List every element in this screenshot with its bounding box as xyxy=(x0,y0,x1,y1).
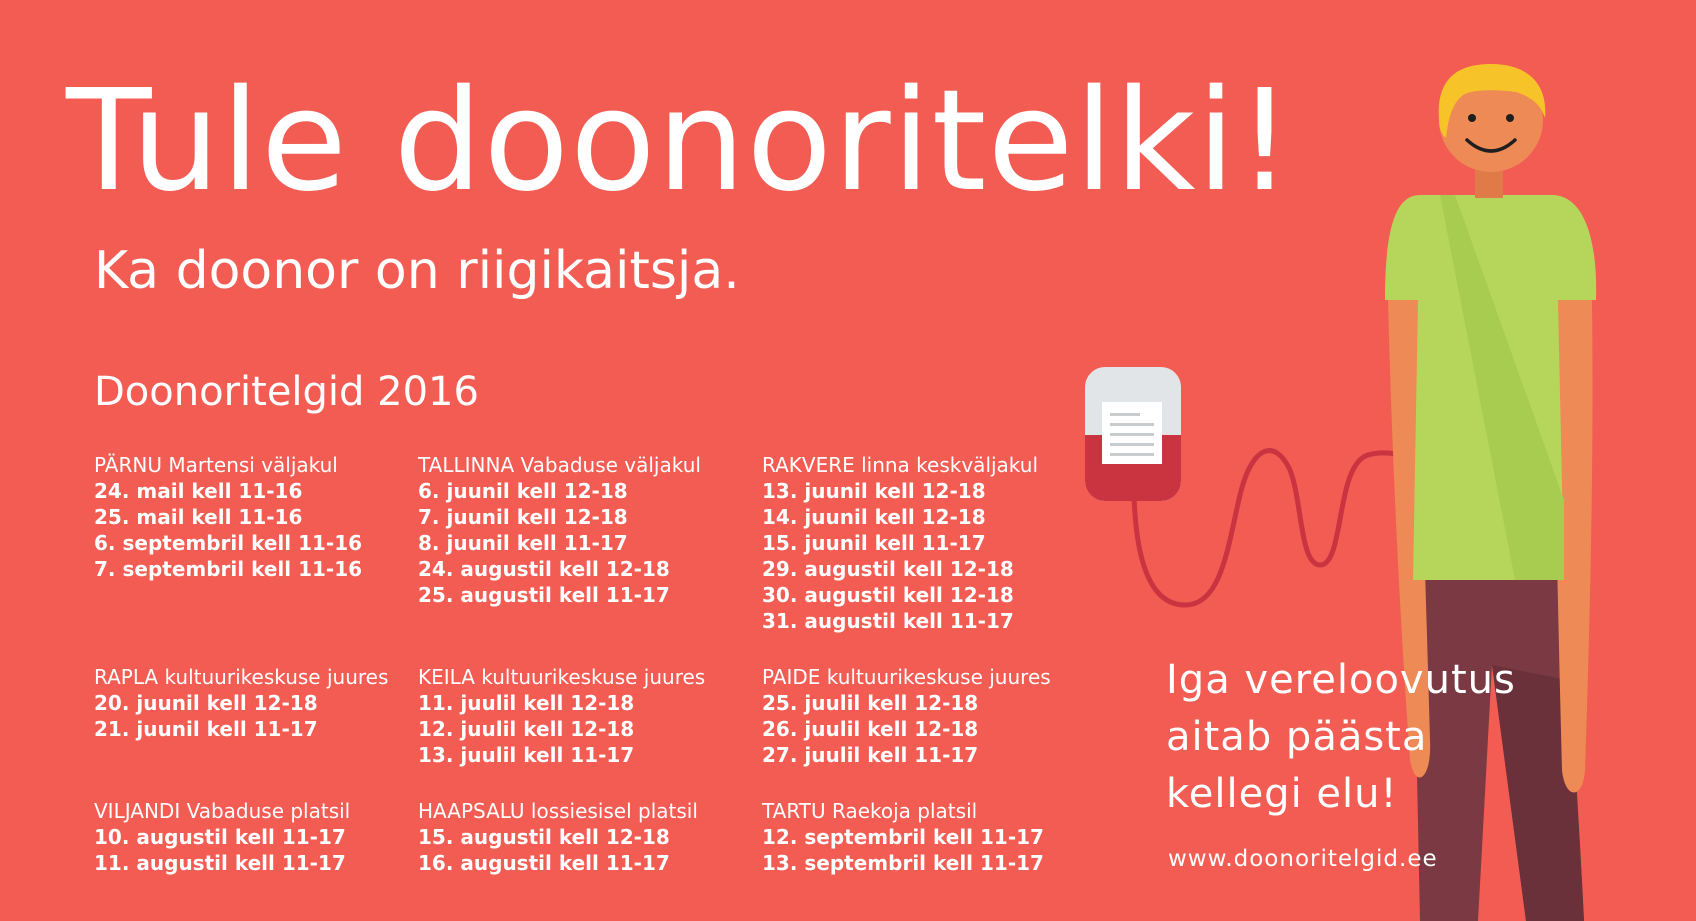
headline: Tule doonoritelki! xyxy=(66,60,1294,223)
event-dates: 24. mail kell 11-16 25. mail kell 11-16 … xyxy=(94,478,414,582)
event-dates: 25. juulil kell 12-18 26. juulil kell 12… xyxy=(762,690,1082,768)
event-place: PAIDE kultuurikeskuse juures xyxy=(762,665,1051,689)
head xyxy=(1439,68,1543,172)
event-place: TARTU Raekoja platsil xyxy=(762,799,978,823)
event-date: 14. juunil kell 12-18 xyxy=(762,505,986,529)
event-date: 13. juulil kell 11-17 xyxy=(418,743,635,767)
event-haapsalu: HAAPSALU lossiesisel platsil 15. augusti… xyxy=(418,798,738,876)
event-rapla: RAPLA kultuurikeskuse juures 20. juunil … xyxy=(94,664,414,742)
event-date: 11. augustil kell 11-17 xyxy=(94,851,346,875)
event-date: 24. augustil kell 12-18 xyxy=(418,557,670,581)
website-link[interactable]: www.doonoritelgid.ee xyxy=(1168,846,1438,872)
event-date: 30. augustil kell 12-18 xyxy=(762,583,1014,607)
event-date: 13. juunil kell 12-18 xyxy=(762,479,986,503)
event-date: 8. juunil kell 11-17 xyxy=(418,531,628,555)
event-date: 12. septembril kell 11-17 xyxy=(762,825,1044,849)
right-arm xyxy=(1552,300,1593,793)
event-tartu: TARTU Raekoja platsil 12. septembril kel… xyxy=(762,798,1082,876)
event-place: KEILA kultuurikeskuse juures xyxy=(418,665,706,689)
event-date: 12. juulil kell 12-18 xyxy=(418,717,635,741)
event-place: RAKVERE linna keskväljakul xyxy=(762,453,1039,477)
event-dates: 6. juunil kell 12-18 7. juunil kell 12-1… xyxy=(418,478,738,608)
event-date: 16. augustil kell 11-17 xyxy=(418,851,670,875)
event-keila: KEILA kultuurikeskuse juures 11. juulil … xyxy=(418,664,738,768)
blood-bag-icon xyxy=(1085,367,1181,501)
event-dates: 10. augustil kell 11-17 11. augustil kel… xyxy=(94,824,414,876)
event-date: 11. juulil kell 12-18 xyxy=(418,691,635,715)
event-date: 6. septembril kell 11-16 xyxy=(94,531,363,555)
tagline-line: Iga vereloovutus xyxy=(1166,657,1516,703)
event-date: 31. augustil kell 11-17 xyxy=(762,609,1014,633)
subtitle: Ka doonor on riigikaitsja. xyxy=(94,241,740,301)
event-dates: 12. septembril kell 11-17 13. septembril… xyxy=(762,824,1082,876)
event-date: 10. augustil kell 11-17 xyxy=(94,825,346,849)
event-date: 15. juunil kell 11-17 xyxy=(762,531,986,555)
smiling-person-figure xyxy=(1385,64,1597,921)
event-place: HAAPSALU lossiesisel platsil xyxy=(418,799,698,823)
event-place: RAPLA kultuurikeskuse juures xyxy=(94,665,389,689)
tagline-line: kellegi elu! xyxy=(1166,771,1398,817)
event-date: 25. mail kell 11-16 xyxy=(94,505,303,529)
event-date: 29. augustil kell 12-18 xyxy=(762,557,1014,581)
event-date: 26. juulil kell 12-18 xyxy=(762,717,979,741)
event-parnu: PÄRNU Martensi väljakul 24. mail kell 11… xyxy=(94,452,414,582)
event-paide: PAIDE kultuurikeskuse juures 25. juulil … xyxy=(762,664,1082,768)
event-date: 13. septembril kell 11-17 xyxy=(762,851,1044,875)
event-date: 7. juunil kell 12-18 xyxy=(418,505,628,529)
event-date: 25. augustil kell 11-17 xyxy=(418,583,670,607)
event-place: VILJANDI Vabaduse platsil xyxy=(94,799,351,823)
blood-tube xyxy=(1131,448,1411,608)
event-date: 21. juunil kell 11-17 xyxy=(94,717,318,741)
section-title: Doonoritelgid 2016 xyxy=(94,369,479,415)
event-date: 7. septembril kell 11-16 xyxy=(94,557,363,581)
event-dates: 20. juunil kell 12-18 21. juunil kell 11… xyxy=(94,690,414,742)
event-place: PÄRNU Martensi väljakul xyxy=(94,453,338,477)
event-date: 15. augustil kell 12-18 xyxy=(418,825,670,849)
event-tallinn: TALLINNA Vabaduse väljakul 6. juunil kel… xyxy=(418,452,738,608)
tagline-line: aitab päästa xyxy=(1166,714,1428,760)
event-place: TALLINNA Vabaduse väljakul xyxy=(418,453,701,477)
event-date: 24. mail kell 11-16 xyxy=(94,479,303,503)
event-date: 25. juulil kell 12-18 xyxy=(762,691,979,715)
event-date: 27. juulil kell 11-17 xyxy=(762,743,979,767)
event-viljandi: VILJANDI Vabaduse platsil 10. augustil k… xyxy=(94,798,414,876)
tagline: Iga vereloovutus aitab päästa kellegi el… xyxy=(1166,652,1546,823)
hair xyxy=(1438,64,1546,138)
event-dates: 11. juulil kell 12-18 12. juulil kell 12… xyxy=(418,690,738,768)
event-dates: 15. augustil kell 12-18 16. augustil kel… xyxy=(418,824,738,876)
event-date: 20. juunil kell 12-18 xyxy=(94,691,318,715)
event-dates: 13. juunil kell 12-18 14. juunil kell 12… xyxy=(762,478,1082,634)
event-rakvere: RAKVERE linna keskväljakul 13. juunil ke… xyxy=(762,452,1082,634)
event-date: 6. juunil kell 12-18 xyxy=(418,479,628,503)
